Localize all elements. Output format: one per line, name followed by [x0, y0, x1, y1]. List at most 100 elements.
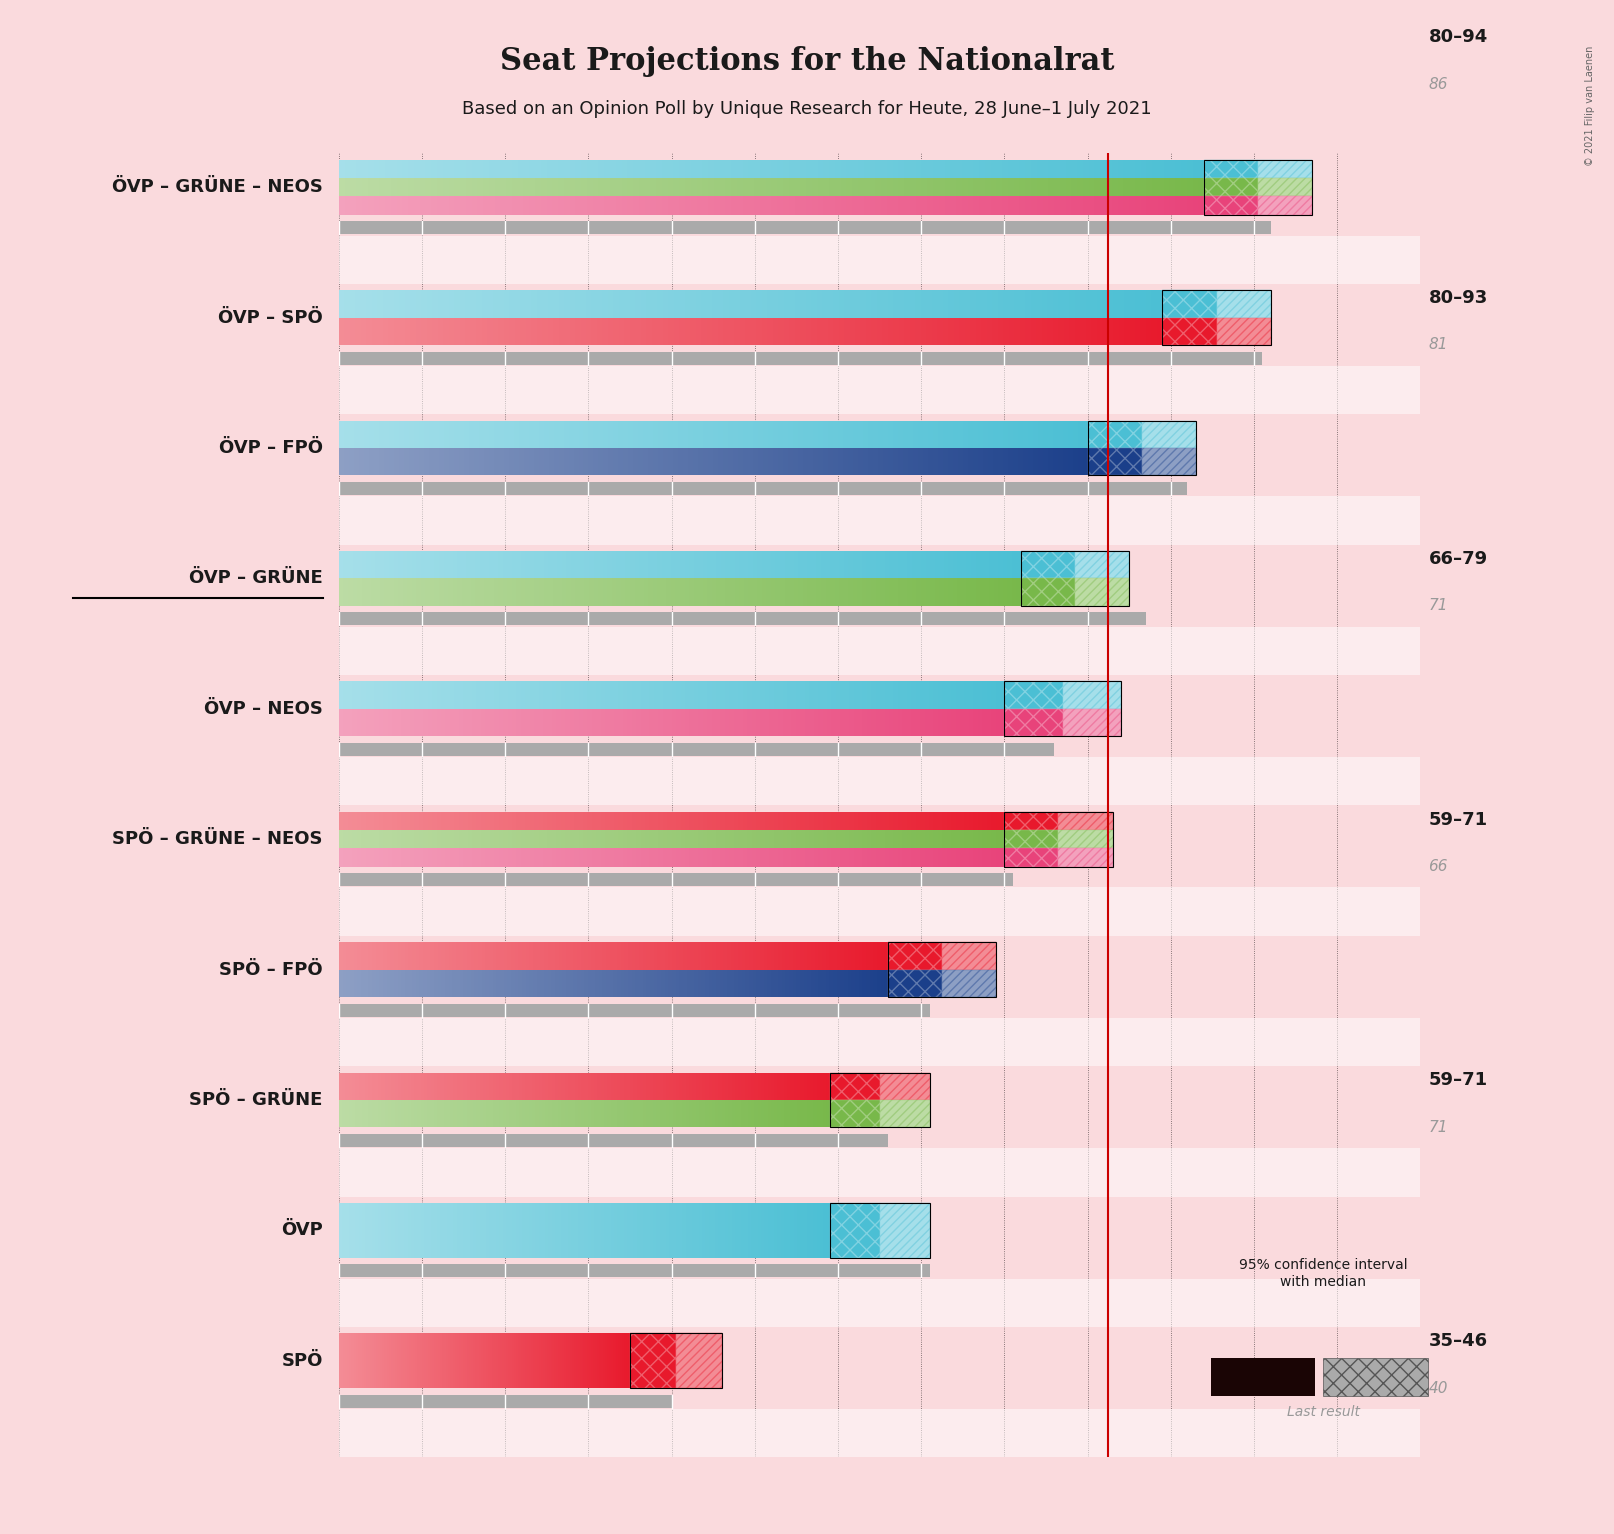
Bar	[970, 290, 976, 318]
Bar	[991, 848, 996, 867]
Bar	[870, 196, 875, 215]
Bar	[449, 551, 452, 578]
Bar	[454, 1072, 457, 1100]
Bar	[623, 448, 628, 476]
Bar	[416, 551, 421, 578]
Bar	[915, 811, 920, 830]
Bar	[518, 160, 523, 178]
Bar	[949, 318, 954, 345]
Bar	[752, 969, 757, 997]
Bar	[725, 830, 730, 848]
Bar	[657, 942, 662, 969]
Bar	[679, 578, 684, 606]
Bar	[986, 681, 991, 709]
Bar	[625, 578, 629, 606]
Bar	[1186, 160, 1193, 178]
Bar	[912, 848, 915, 867]
Bar	[528, 1333, 529, 1388]
Bar	[717, 942, 720, 969]
Bar	[689, 848, 694, 867]
Bar	[657, 969, 662, 997]
Bar	[917, 551, 922, 578]
Bar	[678, 448, 683, 476]
Bar	[771, 578, 775, 606]
Bar	[492, 942, 497, 969]
Bar	[504, 420, 508, 448]
Bar	[339, 196, 345, 215]
Bar	[876, 318, 883, 345]
Text: ÖVP – GRÜNE – NEOS: ÖVP – GRÜNE – NEOS	[111, 178, 323, 196]
Bar	[544, 942, 547, 969]
Bar	[512, 709, 516, 736]
Bar	[605, 709, 610, 736]
Bar	[339, 830, 344, 848]
Bar	[633, 420, 639, 448]
Bar	[1094, 178, 1101, 196]
Bar	[462, 1333, 463, 1388]
Bar	[789, 196, 794, 215]
Bar	[1114, 290, 1119, 318]
Bar	[650, 969, 654, 997]
Bar	[641, 830, 646, 848]
Bar	[1088, 420, 1196, 448]
Bar	[384, 1100, 387, 1127]
Bar	[586, 290, 591, 318]
Bar	[684, 318, 691, 345]
Bar	[600, 1333, 604, 1388]
Bar	[441, 1100, 444, 1127]
Bar	[1059, 290, 1064, 318]
Bar	[712, 811, 717, 830]
Bar	[558, 178, 563, 196]
Bar	[426, 969, 431, 997]
Bar	[613, 1100, 617, 1127]
Bar	[788, 830, 791, 848]
Bar	[738, 448, 742, 476]
Bar	[529, 848, 534, 867]
Bar	[873, 420, 878, 448]
Bar	[752, 811, 755, 830]
Bar	[618, 848, 623, 867]
Bar	[1130, 196, 1135, 215]
Bar	[1012, 420, 1018, 448]
Bar	[765, 709, 770, 736]
Bar	[725, 196, 731, 215]
Bar	[734, 318, 739, 345]
Bar	[1009, 196, 1014, 215]
Bar	[397, 1100, 402, 1127]
Bar	[578, 830, 583, 848]
Bar	[649, 420, 654, 448]
Bar	[907, 830, 912, 848]
Bar	[876, 848, 880, 867]
Bar	[596, 811, 600, 830]
Bar	[867, 830, 872, 848]
Bar	[339, 969, 342, 997]
Bar	[754, 196, 760, 215]
Bar	[826, 1203, 830, 1258]
Text: 80–94: 80–94	[1428, 28, 1488, 46]
Bar	[391, 942, 394, 969]
Bar	[881, 196, 886, 215]
Bar	[859, 942, 862, 969]
Bar	[349, 1203, 352, 1258]
Bar	[775, 551, 780, 578]
Bar	[379, 709, 383, 736]
Bar	[809, 848, 813, 867]
Bar	[951, 196, 955, 215]
Bar	[465, 1333, 466, 1388]
Bar	[757, 969, 760, 997]
Bar	[641, 1100, 644, 1127]
Bar	[783, 848, 788, 867]
Bar	[804, 1072, 807, 1100]
Bar	[863, 196, 870, 215]
Bar	[636, 709, 641, 736]
Bar	[581, 196, 587, 215]
Bar	[552, 830, 557, 848]
Bar	[702, 178, 709, 196]
Bar	[567, 551, 571, 578]
Bar	[526, 551, 529, 578]
Bar	[684, 811, 689, 830]
Bar	[629, 1333, 721, 1388]
Bar	[846, 196, 852, 215]
Bar	[996, 178, 1002, 196]
Bar	[592, 830, 596, 848]
